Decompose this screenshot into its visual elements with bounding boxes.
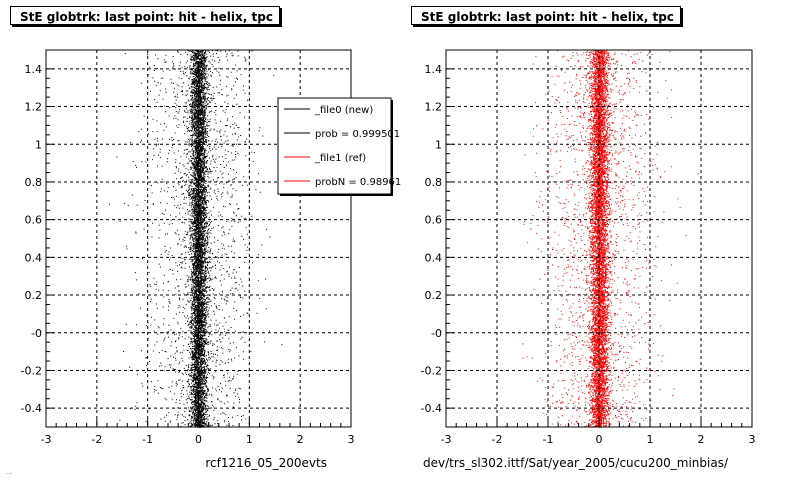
grid bbox=[445, 50, 753, 427]
legend: _file0 (new) prob = 0.999501 _file1 (ref) p… bbox=[277, 97, 401, 196]
left-scatter-plot: -3 -2 -1 0 1 2 3 -0.4 -0.2 -0 0.2 0.4 0.6 0.8 1 1.2 1.4 r… bbox=[21, 49, 401, 470]
y-tick-label: 1.2 bbox=[25, 101, 43, 114]
scatter-marker bbox=[505, 50, 699, 428]
axes: -3 -2 -1 0 1 2 3 -0.4 -0.2 -0 0.2 0.4 0.6 0.8 1 1.2 1.4 bbox=[21, 63, 355, 446]
right-scatter-plot: -3 -2 -1 0 1 2 3 -0.4 -0.2 -0 0.2 0.4 0.6 0.8 1 1.2 1.4 d… bbox=[421, 49, 756, 470]
y-tick-label: -0.2 bbox=[21, 364, 42, 377]
y-tick-label: 1 bbox=[35, 138, 42, 151]
x-tick-label: 0 bbox=[596, 433, 603, 446]
footnote: ... bbox=[6, 468, 13, 476]
y-tick-label: 0.2 bbox=[25, 289, 43, 302]
x-tick-label: -1 bbox=[543, 433, 554, 446]
legend-entry: _file1 (ref) bbox=[314, 153, 366, 164]
x-tick-label: 1 bbox=[647, 433, 654, 446]
x-tick-label: -2 bbox=[91, 433, 102, 446]
y-tick-label: -0.4 bbox=[421, 402, 442, 415]
y-tick-label: 0.6 bbox=[25, 214, 43, 227]
x-tick-label: -3 bbox=[441, 433, 452, 446]
y-tick-label: -0.4 bbox=[21, 402, 42, 415]
x-tick-label: 0 bbox=[195, 433, 202, 446]
y-tick-label: 1.4 bbox=[25, 63, 43, 76]
x-tick-label: -1 bbox=[142, 433, 153, 446]
x-axis-label: rcf1216_05_200evts bbox=[205, 456, 327, 470]
x-tick-label: 3 bbox=[749, 433, 756, 446]
y-tick-label: -0 bbox=[431, 327, 442, 340]
y-tick-label: 0.4 bbox=[25, 251, 43, 264]
y-tick-label: 0.2 bbox=[425, 289, 443, 302]
legend-entry: prob = 0.999501 bbox=[315, 129, 400, 140]
y-tick-label: 0.4 bbox=[425, 251, 443, 264]
y-tick-label: 1.4 bbox=[425, 63, 443, 76]
x-axis-label: dev/trs_sl302.ittf/Sat/year_2005/cucu200… bbox=[423, 456, 729, 470]
x-tick-label: -3 bbox=[41, 433, 52, 446]
x-tick-label: 1 bbox=[246, 433, 253, 446]
x-tick-label: 2 bbox=[297, 433, 304, 446]
y-tick-label: -0 bbox=[31, 327, 42, 340]
y-tick-label: -0.2 bbox=[421, 364, 442, 377]
y-tick-label: 0.8 bbox=[25, 176, 43, 189]
legend-entry: probN = 0.98961 bbox=[315, 177, 401, 188]
x-tick-label: 2 bbox=[698, 433, 705, 446]
scatter-points bbox=[109, 50, 283, 428]
x-tick-label: -2 bbox=[492, 433, 503, 446]
y-tick-label: 0.6 bbox=[425, 214, 443, 227]
scatter-marker bbox=[109, 50, 283, 428]
right-chart-title: StE globtrk: last point: hit - helix, tp… bbox=[411, 6, 681, 25]
x-tick-label: 3 bbox=[348, 433, 355, 446]
legend-box bbox=[277, 97, 392, 195]
scatter-points bbox=[505, 50, 699, 428]
y-tick-label: 0.8 bbox=[425, 176, 443, 189]
axes: -3 -2 -1 0 1 2 3 -0.4 -0.2 -0 0.2 0.4 0.6 0.8 1 1.2 1.4 bbox=[421, 63, 756, 446]
legend-entry: _file0 (new) bbox=[314, 105, 373, 116]
left-chart-title: StE globtrk: last point: hit - helix, tp… bbox=[10, 6, 280, 25]
y-tick-label: 1 bbox=[435, 138, 442, 151]
y-tick-label: 1.2 bbox=[425, 101, 443, 114]
